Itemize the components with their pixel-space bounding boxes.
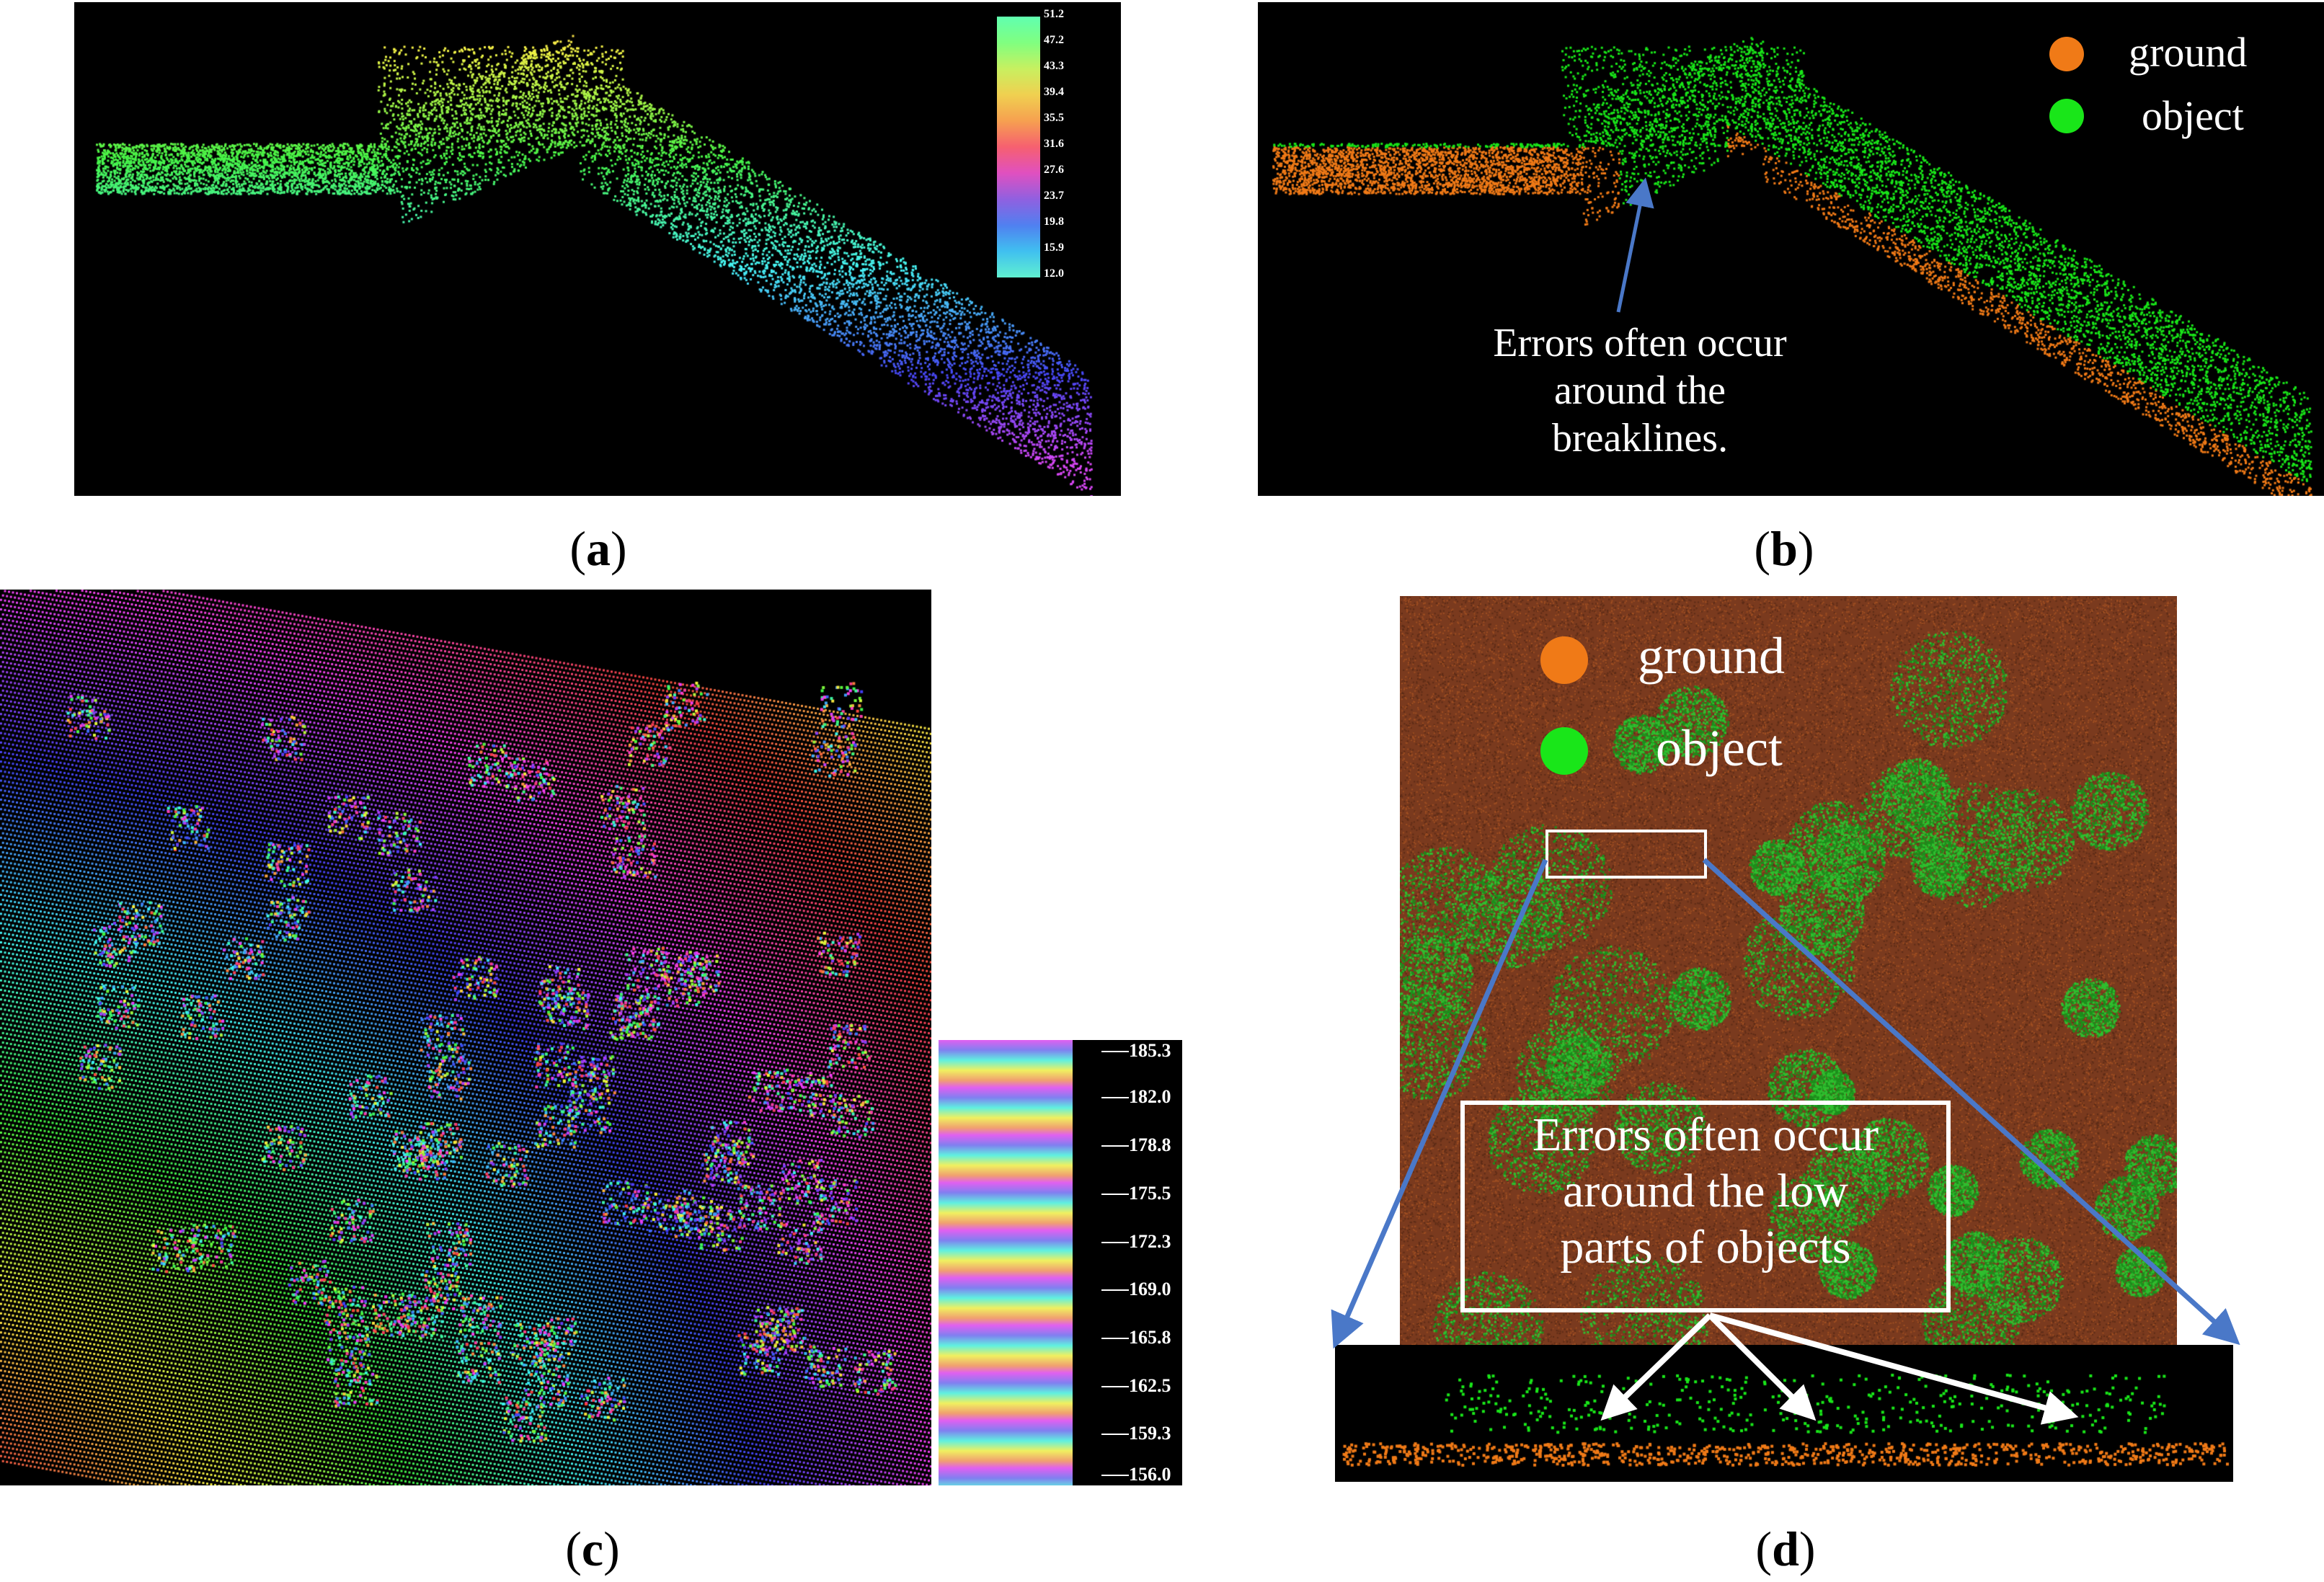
error-arrow-2 [1708,1313,1817,1421]
colorbar-tick: 19.8 [1044,215,1064,228]
colorbar-tick: 39.4 [1044,86,1064,98]
panel-c-colorbar-ticks: 185.3 182.0 178.8 175.5 172.3 169.0 165.… [1073,1040,1182,1485]
colorbar-tick: 27.6 [1044,164,1064,176]
note-line: Errors often occur [1532,1108,1879,1161]
note-line: around the [1554,368,1726,414]
colorbar-tick: 12.0 [1044,267,1064,280]
panel-c-elevation-aerial-view [0,590,931,1485]
colorbar-tick: 31.6 [1044,138,1064,150]
caption-a: (a) [569,521,627,576]
object-legend-label: object [2142,92,2244,139]
object-legend-dot [2049,99,2084,133]
zoom-arrow-right [1702,858,2240,1346]
colorbar-tick: 169.0 [1129,1279,1171,1299]
colorbar-tick: 35.5 [1044,112,1064,124]
colorbar-tick: 15.9 [1044,241,1064,254]
panel-b-point-cloud [1258,2,2324,496]
colorbar-tick: 162.5 [1129,1375,1171,1396]
colorbar-tick: 43.3 [1044,60,1064,72]
ground-legend-label: ground [1638,627,1785,685]
panel-b-annotation-arrow [1616,177,1654,313]
panel-a-elevation-view: 51.2 47.2 43.3 39.4 35.5 31.6 27.6 23.7 … [74,2,1121,496]
error-arrow-1 [1600,1313,1712,1421]
error-arrow-3 [1708,1312,2079,1425]
colorbar-tick: 178.8 [1129,1134,1171,1155]
note-line: breaklines. [1551,416,1729,461]
panel-c-colorbar-stripes [939,1040,1073,1485]
panel-c-point-cloud [0,590,931,1485]
note-line: parts of objects [1560,1220,1851,1274]
panel-d-error-note-box [1460,1101,1951,1312]
zoom-region-box [1545,830,1707,879]
colorbar-tick: 23.7 [1044,190,1064,202]
panel-c-colorbar: 185.3 182.0 178.8 175.5 172.3 169.0 165.… [939,1040,1182,1485]
object-legend-dot [1540,727,1588,775]
colorbar-tick: 159.3 [1129,1423,1171,1444]
colorbar-tick: 47.2 [1044,34,1064,46]
panel-d-error-note: Errors often occur around the low parts … [1460,1107,1951,1276]
colorbar-tick: 185.3 [1129,1040,1171,1061]
colorbar-tick: 175.5 [1129,1183,1171,1204]
colorbar-tick: 172.3 [1129,1231,1171,1252]
colorbar-tick: 51.2 [1044,8,1064,20]
ground-legend-dot [1540,636,1588,684]
zoom-arrow-left [1331,858,1548,1349]
panel-a-colorbar [997,17,1040,277]
panel-d-point-cloud [1400,596,2177,1346]
ground-legend-dot [2049,37,2084,71]
panel-d-classification-aerial-view: ground object [1400,596,2177,1346]
panel-b-classification-view: ground object Errors often occur around … [1258,2,2324,496]
panel-a-colorbar-ticks: 51.2 47.2 43.3 39.4 35.5 31.6 27.6 23.7 … [1044,8,1116,285]
object-legend-label: object [1656,719,1783,777]
colorbar-tick: 165.8 [1129,1327,1171,1348]
ground-legend-label: ground [2129,29,2248,76]
colorbar-tick: 182.0 [1129,1086,1171,1107]
note-line: Errors often occur [1493,321,1787,365]
panel-b-error-note: Errors often occur around the breaklines… [1388,319,1892,462]
panel-a-point-cloud [74,2,1121,496]
note-line: around the low [1563,1164,1848,1217]
caption-b: (b) [1754,521,1814,576]
caption-c: (c) [565,1521,620,1576]
colorbar-tick: 156.0 [1129,1464,1171,1485]
caption-d: (d) [1755,1521,1816,1576]
